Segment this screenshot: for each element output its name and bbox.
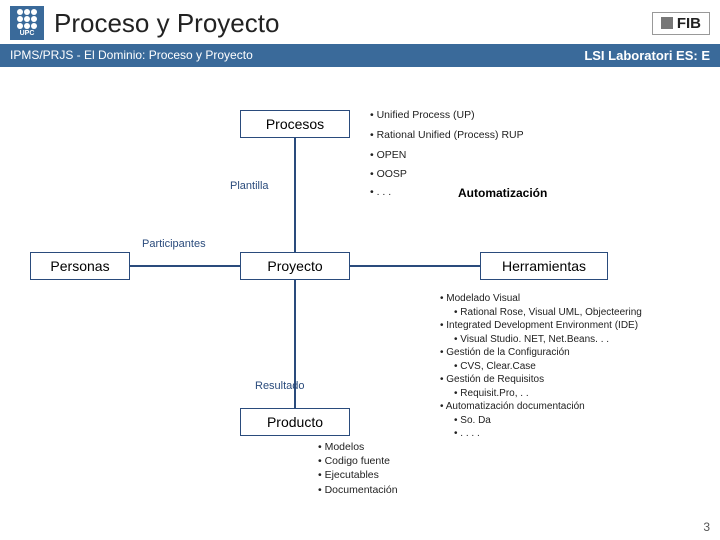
breadcrumb-right: LSI Laboratori ES: E — [584, 48, 710, 63]
tools-l5: • Automatización documentación — [440, 400, 715, 414]
header-left: UPC Proceso y Proyecto — [10, 6, 279, 40]
tools-l2: • Integrated Development Environment (ID… — [440, 319, 715, 333]
box-herramientas: Herramientas — [480, 252, 608, 280]
tools-l4: • Gestión de Requisitos — [440, 373, 715, 387]
fib-label: FIB — [677, 15, 701, 32]
box-proyecto: Proyecto — [240, 252, 350, 280]
box-personas: Personas — [30, 252, 130, 280]
label-resultado: Resultado — [255, 380, 305, 392]
tools-l2a: • Visual Studio. NET, Net.Beans. . . — [454, 333, 715, 347]
tools-l6: • . . . . — [454, 427, 715, 441]
upc-logo: UPC — [10, 6, 44, 40]
product-b1: • Modelos — [318, 440, 398, 454]
header: UPC Proceso y Proyecto FIB — [0, 0, 720, 44]
edge-personas-proyecto — [130, 265, 240, 267]
tools-bullets: • Modelado Visual • Rational Rose, Visua… — [440, 292, 715, 441]
fib-square-icon — [661, 17, 673, 29]
page-title: Proceso y Proyecto — [54, 8, 279, 39]
process-b5: • . . . — [370, 185, 560, 199]
page-number: 3 — [703, 520, 710, 534]
tools-l1a: • Rational Rose, Visual UML, Objecteerin… — [454, 306, 715, 320]
process-bullets: • Unified Process (UP) • Rational Unifie… — [370, 108, 560, 199]
breadcrumb-left: IPMS/PRJS - El Dominio: Proceso y Proyec… — [10, 48, 253, 63]
product-bullets: • Modelos • Codigo fuente • Ejecutables … — [318, 440, 398, 497]
tools-l3: • Gestión de la Configuración — [440, 346, 715, 360]
process-b2: • Rational Unified (Process) RUP — [370, 128, 560, 142]
process-b4: • OOSP — [370, 167, 560, 181]
product-b4: • Documentación — [318, 483, 398, 497]
tools-l5a: • So. Da — [454, 414, 715, 428]
breadcrumb-bar: IPMS/PRJS - El Dominio: Proceso y Proyec… — [0, 44, 720, 67]
tools-l1: • Modelado Visual — [440, 292, 715, 306]
process-b1: • Unified Process (UP) — [370, 108, 560, 122]
upc-label: UPC — [20, 30, 35, 37]
fib-logo: FIB — [652, 12, 710, 35]
tools-l3a: • CVS, Clear.Case — [454, 360, 715, 374]
product-b3: • Ejecutables — [318, 468, 398, 482]
box-producto: Producto — [240, 408, 350, 436]
product-b2: • Codigo fuente — [318, 454, 398, 468]
label-plantilla: Plantilla — [230, 180, 269, 192]
edge-proyecto-herramientas — [350, 265, 480, 267]
tools-l4a: • Requisit.Pro, . . — [454, 387, 715, 401]
edge-procesos-proyecto — [294, 138, 296, 252]
process-b3: • OPEN — [370, 148, 560, 162]
box-procesos: Procesos — [240, 110, 350, 138]
label-participantes: Participantes — [142, 238, 206, 250]
